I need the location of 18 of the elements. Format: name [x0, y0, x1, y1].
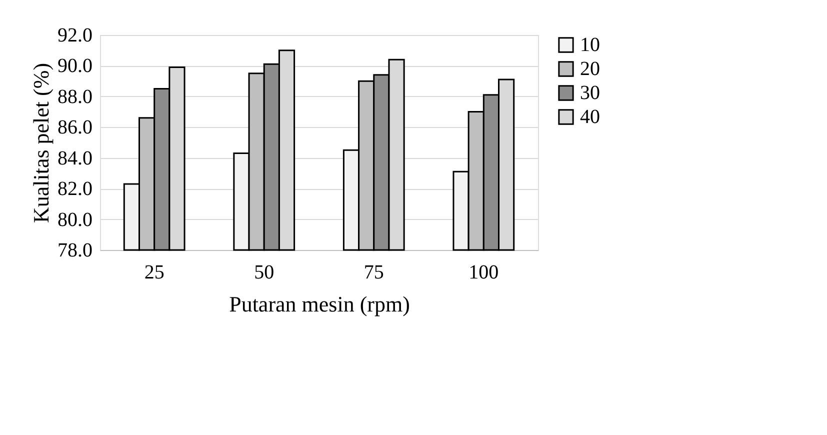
x-tick-label: 100	[468, 262, 499, 284]
x-tick-label: 75	[364, 262, 384, 284]
legend-label: 40	[580, 106, 600, 128]
legend-label: 20	[580, 58, 600, 80]
y-tick-label: 90.0	[58, 55, 92, 78]
legend-label: 10	[580, 34, 600, 56]
x-axis-title: Putaran mesin (rpm)	[229, 292, 410, 316]
y-tick-label: 92.0	[58, 24, 92, 46]
y-tick-label: 78.0	[58, 240, 92, 262]
x-tick-label: 25	[144, 262, 164, 284]
y-tick-label: 88.0	[58, 86, 92, 108]
y-axis-title: Kualitas pelet (%)	[28, 62, 54, 224]
x-tick-label: 50	[254, 262, 274, 284]
y-tick-label: 82.0	[58, 178, 92, 200]
y-tick-label: 86.0	[58, 116, 92, 139]
legend-label: 30	[580, 82, 600, 104]
y-tick-label: 84.0	[58, 147, 92, 170]
y-tick-label: 80.0	[58, 208, 92, 231]
